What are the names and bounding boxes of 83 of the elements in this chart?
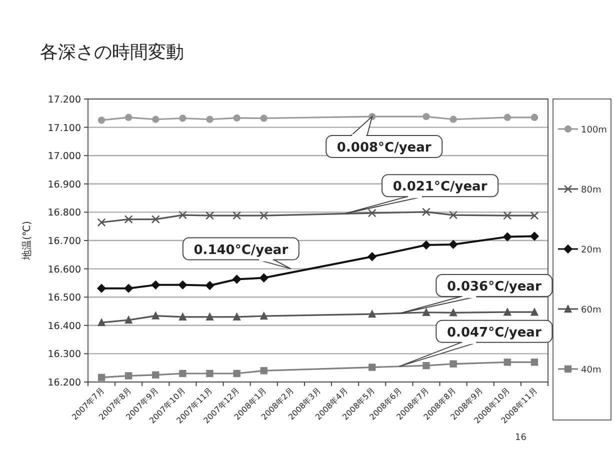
- y-tick-label: 17.000: [48, 151, 81, 162]
- point: [232, 211, 242, 220]
- point: [124, 114, 132, 121]
- point: [502, 232, 512, 242]
- y-tick-label: 16.900: [48, 179, 81, 190]
- point: [368, 208, 376, 218]
- point: [97, 218, 106, 227]
- point: [422, 362, 430, 370]
- y-axis-title: 地温(℃): [21, 220, 33, 262]
- legend-label: 60m: [581, 306, 602, 316]
- point: [422, 308, 430, 316]
- y-tick-label: 16.200: [48, 378, 81, 388]
- annotation: 0.036°C/year: [446, 280, 542, 295]
- point: [96, 284, 106, 293]
- y-tick-label: 16.300: [48, 349, 81, 360]
- point: [368, 364, 376, 371]
- y-tick-label: 17.100: [48, 122, 81, 134]
- point: [259, 273, 268, 282]
- point: [450, 360, 457, 368]
- chart-title: 各深さの時間変動: [40, 42, 184, 63]
- y-tick-label: 16.700: [48, 236, 81, 247]
- point: [530, 308, 539, 316]
- point: [98, 116, 106, 124]
- annotation: 0.008°C/year: [336, 140, 432, 156]
- point: [206, 116, 214, 123]
- point: [260, 114, 268, 122]
- point: [152, 116, 160, 123]
- point: [368, 309, 376, 318]
- point: [206, 211, 214, 220]
- point: [260, 211, 268, 220]
- point: [530, 358, 538, 366]
- point: [503, 308, 512, 316]
- point: [233, 370, 240, 378]
- point: [98, 374, 106, 382]
- point: [97, 318, 106, 326]
- annotation: 0.021°C/year: [392, 180, 488, 195]
- point: [449, 308, 458, 316]
- point: [178, 210, 187, 220]
- point: [530, 232, 540, 241]
- legend-label: 20m: [581, 246, 602, 256]
- y-tick-label: 16.500: [48, 292, 81, 304]
- point: [233, 114, 240, 122]
- annotation: 0.047°C/year: [446, 325, 542, 340]
- point: [178, 280, 188, 290]
- point: [179, 370, 186, 378]
- y-tick-label: 16.600: [48, 264, 81, 276]
- point: [152, 311, 160, 320]
- point: [124, 215, 133, 224]
- point: [448, 240, 458, 250]
- point: [422, 112, 430, 120]
- point: [368, 252, 377, 262]
- point: [152, 371, 160, 379]
- y-tick-label: 16.800: [48, 208, 81, 219]
- point: [504, 358, 512, 366]
- point: [260, 367, 268, 374]
- point: [450, 116, 457, 123]
- point: [206, 370, 214, 378]
- legend-label: 100m: [581, 126, 607, 136]
- point: [530, 114, 538, 121]
- text: 16: [515, 433, 527, 443]
- y-tick-label: 16.400: [48, 320, 81, 332]
- point: [151, 215, 160, 224]
- point: [232, 312, 241, 321]
- point: [151, 280, 160, 290]
- point: [504, 114, 512, 121]
- point: [503, 211, 512, 220]
- point: [124, 315, 133, 324]
- point: [232, 274, 242, 284]
- legend-label: 40m: [581, 366, 602, 376]
- point: [530, 211, 539, 220]
- point: [206, 312, 214, 321]
- legend-label: 80m: [581, 186, 602, 196]
- point: [124, 372, 132, 380]
- annotation: 0.140°C/year: [194, 242, 289, 258]
- y-tick-label: 17.200: [48, 94, 81, 106]
- point: [260, 311, 268, 320]
- point: [422, 208, 430, 216]
- point: [179, 114, 186, 122]
- point: [205, 280, 214, 290]
- point: [449, 210, 458, 220]
- point: [124, 284, 134, 293]
- point: [178, 312, 187, 321]
- point: [422, 240, 431, 250]
